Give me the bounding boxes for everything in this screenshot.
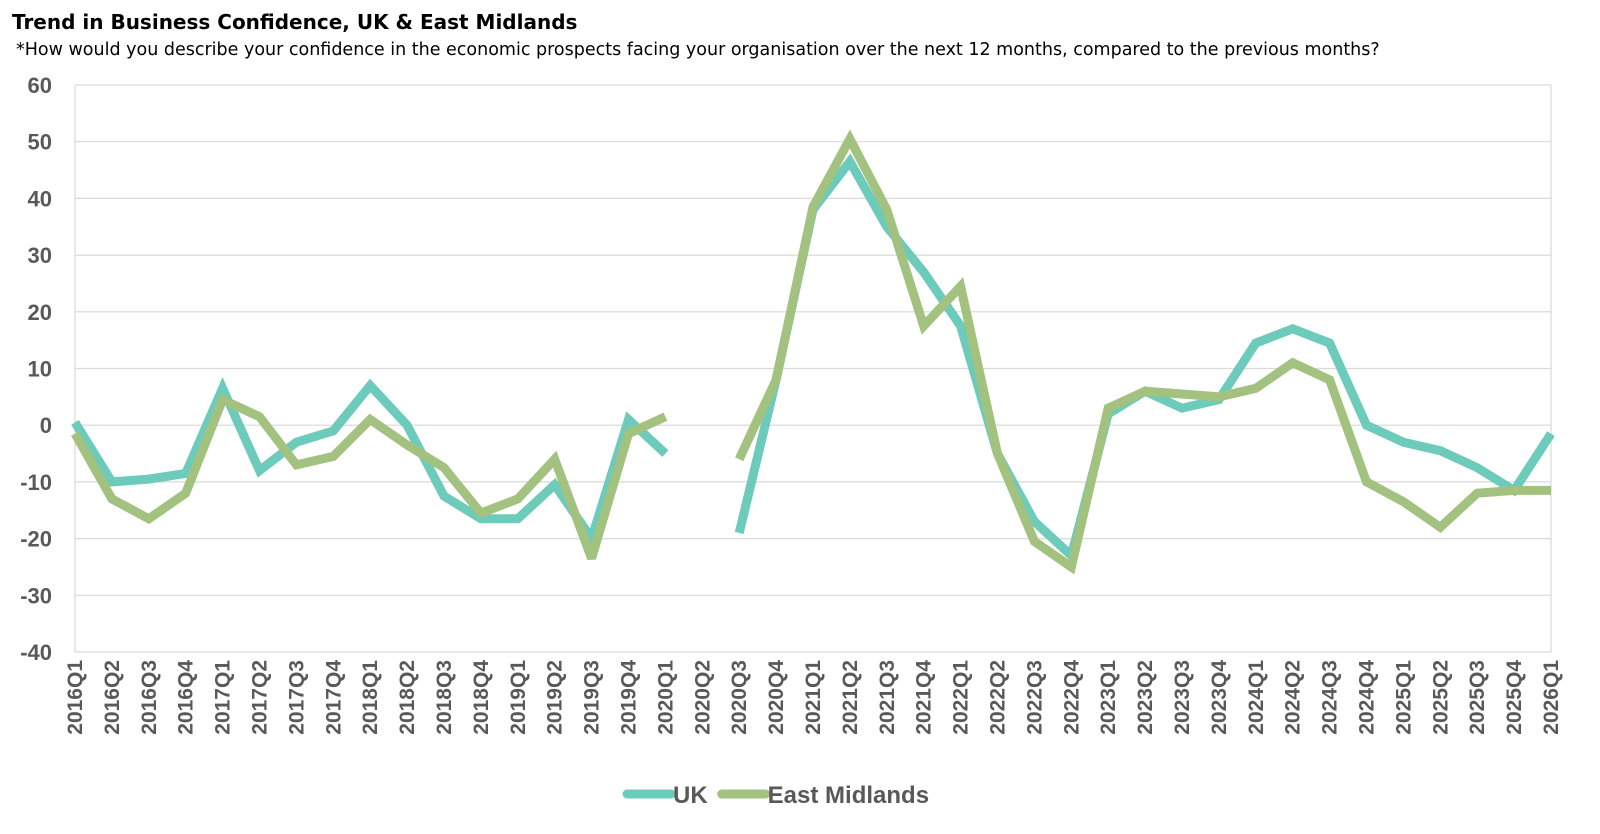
y-tick-label: 10: [28, 357, 52, 382]
y-tick-label: -30: [20, 583, 52, 608]
x-tick-label: 2017Q2: [249, 660, 272, 735]
x-tick-label: 2019Q2: [544, 660, 567, 735]
y-tick-label: 30: [28, 243, 52, 268]
x-tick-label: 2020Q3: [728, 660, 751, 735]
x-tick-label: 2020Q2: [691, 660, 714, 735]
legend: UK East Midlands: [622, 782, 929, 809]
y-tick-label: 0: [40, 413, 52, 438]
x-tick-label: 2018Q3: [433, 660, 456, 735]
x-tick-label: 2024Q4: [1356, 660, 1379, 735]
x-tick-label: 2018Q1: [359, 660, 382, 735]
x-tick-label: 2022Q1: [950, 660, 973, 735]
x-tick-label: 2021Q3: [876, 660, 899, 735]
y-tick-label: 20: [28, 300, 52, 325]
series-line-1: [71, 129, 1551, 575]
x-tick-label: 2025Q2: [1429, 660, 1452, 735]
x-tick-label: 2022Q3: [1023, 660, 1046, 735]
series-lines: [71, 129, 1555, 575]
x-tick-label: 2019Q1: [507, 660, 530, 735]
legend-label-0: UK: [673, 782, 708, 809]
y-tick-label: 50: [28, 130, 52, 155]
plot-area: [74, 85, 1552, 652]
x-tick-label: 2025Q3: [1466, 660, 1489, 735]
x-tick-label: 2023Q3: [1171, 660, 1194, 735]
gridlines: [75, 84, 1551, 653]
x-tick-label: 2021Q2: [839, 660, 862, 735]
x-tick-label: 2024Q1: [1245, 660, 1268, 735]
x-tick-label: 2018Q4: [470, 660, 493, 735]
y-tick-label: -20: [20, 527, 52, 552]
x-tick-label: 2022Q2: [987, 660, 1010, 735]
y-tick-label: 60: [28, 73, 52, 98]
chart-title: Trend in Business Confidence, UK & East …: [12, 10, 578, 34]
x-tick-label: 2016Q4: [175, 660, 198, 735]
x-tick-label: 2025Q4: [1503, 660, 1526, 735]
x-tick-label: 2023Q4: [1208, 660, 1231, 735]
x-tick-label: 2017Q4: [322, 660, 345, 735]
y-tick-label: -40: [20, 640, 52, 665]
chart-subtitle: *How would you describe your confidence …: [16, 40, 1380, 60]
x-tick-label: 2018Q2: [396, 660, 419, 735]
x-tick-label: 2017Q1: [212, 660, 235, 735]
x-tick-label: 2024Q2: [1282, 660, 1305, 735]
x-tick-label: 2020Q4: [765, 660, 788, 735]
legend-label-1: East Midlands: [768, 782, 929, 809]
x-tick-label: 2021Q4: [913, 660, 936, 735]
y-axis-ticks: 60 50 40 30 20 10 0 -10 -20 -30 -40: [20, 73, 52, 665]
x-tick-label: 2023Q1: [1097, 660, 1120, 735]
x-tick-label: 2017Q3: [285, 660, 308, 735]
x-tick-label: 2025Q1: [1392, 660, 1415, 735]
x-tick-label: 2020Q1: [654, 660, 677, 735]
x-tick-label: 2023Q2: [1134, 660, 1157, 735]
x-tick-label: 2016Q3: [138, 660, 161, 735]
x-tick-label: 2016Q1: [64, 660, 87, 735]
x-tick-label: 2021Q1: [802, 660, 825, 735]
x-tick-label: 2016Q2: [101, 660, 124, 735]
x-tick-label: 2022Q4: [1060, 660, 1083, 735]
y-tick-label: 40: [28, 186, 52, 211]
x-tick-label: 2026Q1: [1540, 660, 1563, 735]
x-tick-label: 2019Q4: [618, 660, 641, 735]
x-axis-ticks: 2016Q1 2016Q2 2016Q3 2016Q4 2017Q1 2017Q2 2017…: [64, 660, 1563, 735]
x-tick-label: 2024Q3: [1319, 660, 1342, 735]
x-tick-label: 2019Q3: [581, 660, 604, 735]
y-tick-label: -10: [20, 470, 52, 495]
